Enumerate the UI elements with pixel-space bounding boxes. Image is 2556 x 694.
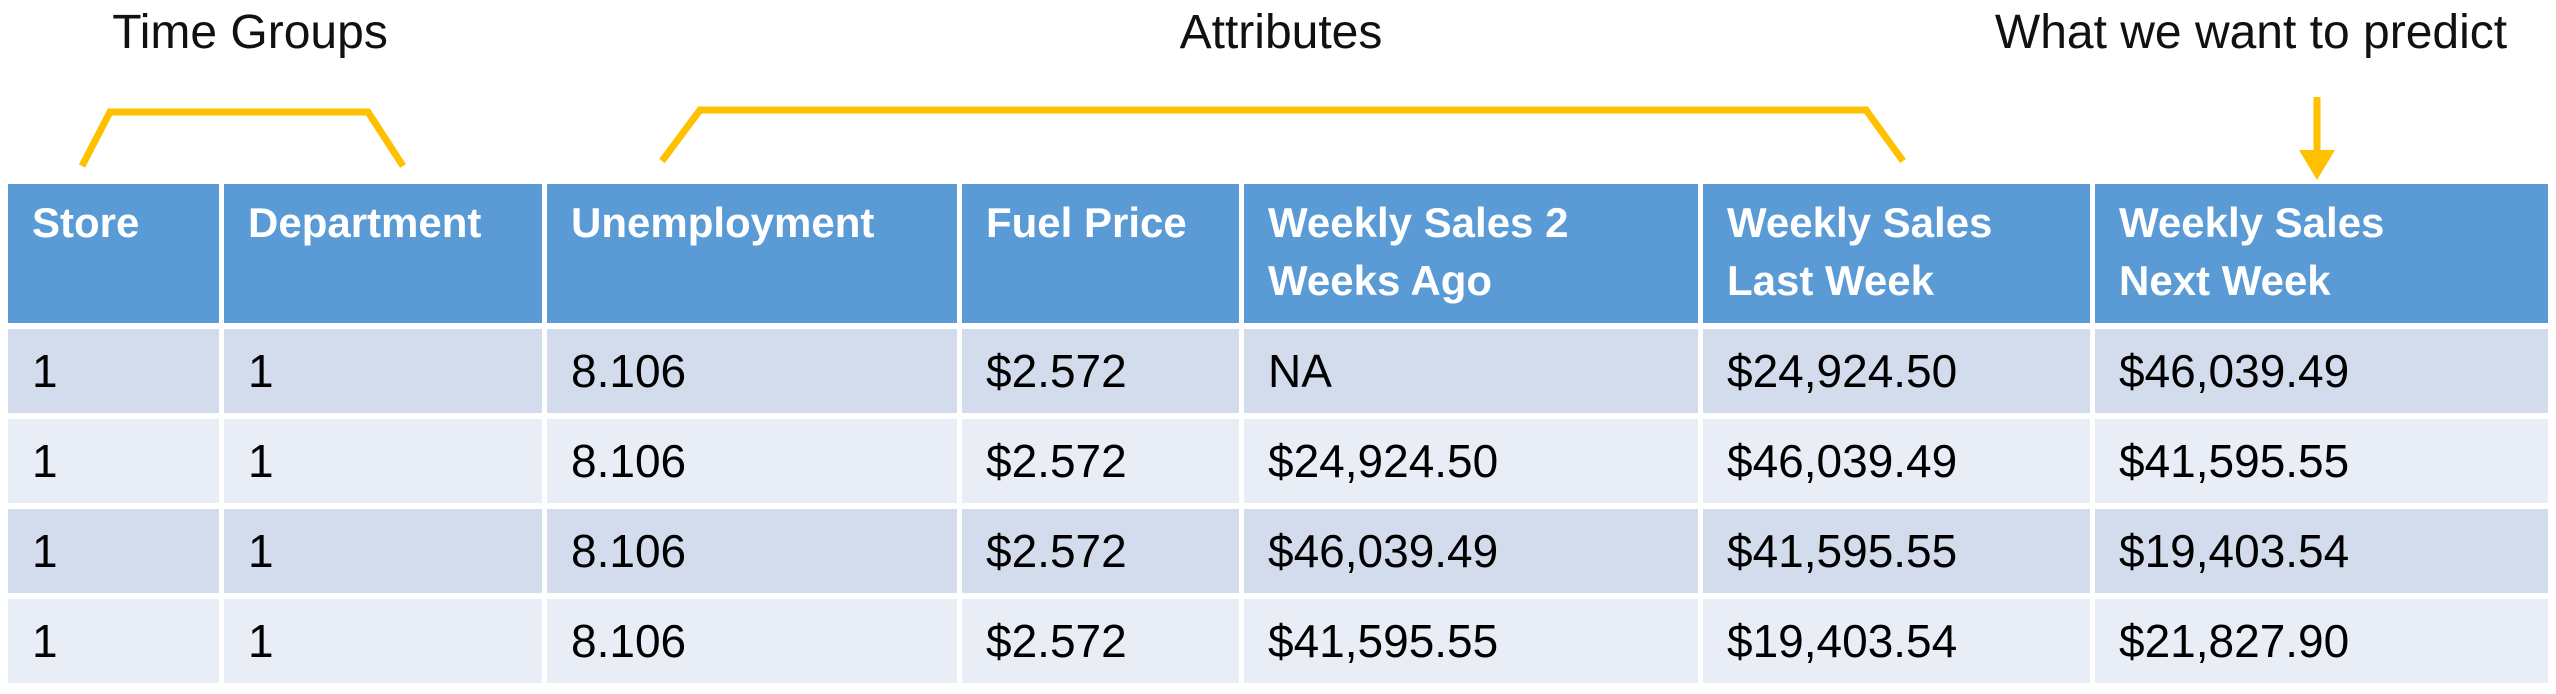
cell-fuel-price: $2.572	[962, 599, 1244, 689]
table-row: 1 1 8.106 $2.572 $46,039.49 $41,595.55 $…	[8, 509, 2548, 599]
data-table: Store Department Unemployment Fuel Price…	[8, 184, 2548, 689]
cell-department: 1	[224, 509, 547, 599]
cell-weekly-sales-last-week: $41,595.55	[1703, 509, 2095, 599]
col-header-weekly-sales-last-week: Weekly Sales Last Week	[1703, 184, 2095, 329]
cell-unemployment: 8.106	[547, 509, 962, 599]
cell-weekly-sales-2-weeks-ago: NA	[1244, 329, 1703, 419]
cell-fuel-price: $2.572	[962, 329, 1244, 419]
cell-store: 1	[8, 509, 224, 599]
cell-weekly-sales-last-week: $46,039.49	[1703, 419, 2095, 509]
col-header-unemployment: Unemployment	[547, 184, 962, 329]
table-row: 1 1 8.106 $2.572 $41,595.55 $19,403.54 $…	[8, 599, 2548, 689]
cell-store: 1	[8, 419, 224, 509]
cell-store: 1	[8, 329, 224, 419]
cell-weekly-sales-last-week: $24,924.50	[1703, 329, 2095, 419]
cell-weekly-sales-2-weeks-ago: $46,039.49	[1244, 509, 1703, 599]
table-row: 1 1 8.106 $2.572 $24,924.50 $46,039.49 $…	[8, 419, 2548, 509]
cell-weekly-sales-2-weeks-ago: $24,924.50	[1244, 419, 1703, 509]
cell-fuel-price: $2.572	[962, 419, 1244, 509]
cell-store: 1	[8, 599, 224, 689]
cell-department: 1	[224, 329, 547, 419]
cell-unemployment: 8.106	[547, 599, 962, 689]
col-header-weekly-sales-next-week: Weekly Sales Next Week	[2095, 184, 2548, 329]
cell-weekly-sales-next-week: $41,595.55	[2095, 419, 2548, 509]
cell-weekly-sales-next-week: $19,403.54	[2095, 509, 2548, 599]
col-header-fuel-price: Fuel Price	[962, 184, 1244, 329]
predict-label: What we want to predict	[1994, 6, 2508, 59]
header-row: Store Department Unemployment Fuel Price…	[8, 184, 2548, 329]
cell-unemployment: 8.106	[547, 329, 962, 419]
cell-weekly-sales-next-week: $46,039.49	[2095, 329, 2548, 419]
cell-weekly-sales-last-week: $19,403.54	[1703, 599, 2095, 689]
col-header-store: Store	[8, 184, 224, 329]
table-row: 1 1 8.106 $2.572 NA $24,924.50 $46,039.4…	[8, 329, 2548, 419]
cell-weekly-sales-2-weeks-ago: $41,595.55	[1244, 599, 1703, 689]
time-groups-bracket-icon	[78, 108, 406, 168]
cell-department: 1	[224, 419, 547, 509]
cell-fuel-price: $2.572	[962, 509, 1244, 599]
cell-department: 1	[224, 599, 547, 689]
col-header-weekly-sales-2-weeks-ago: Weekly Sales 2 Weeks Ago	[1244, 184, 1703, 329]
col-header-department: Department	[224, 184, 547, 329]
cell-unemployment: 8.106	[547, 419, 962, 509]
predict-arrow-head-icon	[2299, 150, 2335, 180]
cell-weekly-sales-next-week: $21,827.90	[2095, 599, 2548, 689]
attributes-bracket-icon	[659, 106, 1906, 164]
attributes-label: Attributes	[1179, 6, 1383, 59]
time-groups-label: Time Groups	[112, 6, 388, 59]
